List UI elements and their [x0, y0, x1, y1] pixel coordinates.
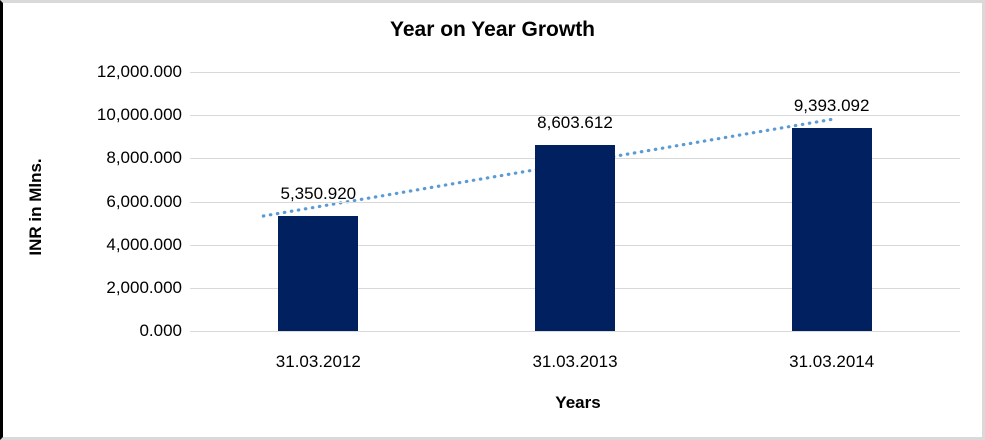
y-tick-label: 10,000.000 — [96, 105, 182, 125]
x-axis-line — [190, 331, 960, 332]
bar — [535, 145, 615, 331]
y-tick-label: 4,000.000 — [106, 234, 182, 254]
gridline — [190, 115, 960, 117]
y-tick-label: 8,000.000 — [106, 148, 182, 168]
gridline — [190, 72, 960, 73]
bar — [278, 215, 359, 331]
bar-data-label: 8,603.612 — [537, 113, 613, 133]
bar — [791, 128, 872, 331]
bar-data-label: 5,350.920 — [280, 183, 357, 203]
chart-title: Year on Year Growth — [389, 18, 596, 41]
x-tick-label: 31.03.2012 — [275, 352, 361, 371]
y-tick-label: 12,000.000 — [96, 62, 182, 81]
bar-data-label: 9,393.092 — [793, 96, 870, 116]
y-tick-label: 2,000.000 — [106, 277, 182, 297]
y-tick-label: 6,000.000 — [106, 191, 182, 211]
x-axis-title: Years — [555, 393, 601, 412]
x-tick-label: 31.03.2013 — [532, 352, 618, 371]
y-tick-label: 0.000 — [139, 321, 182, 340]
x-tick-label: 31.03.2014 — [789, 352, 875, 371]
